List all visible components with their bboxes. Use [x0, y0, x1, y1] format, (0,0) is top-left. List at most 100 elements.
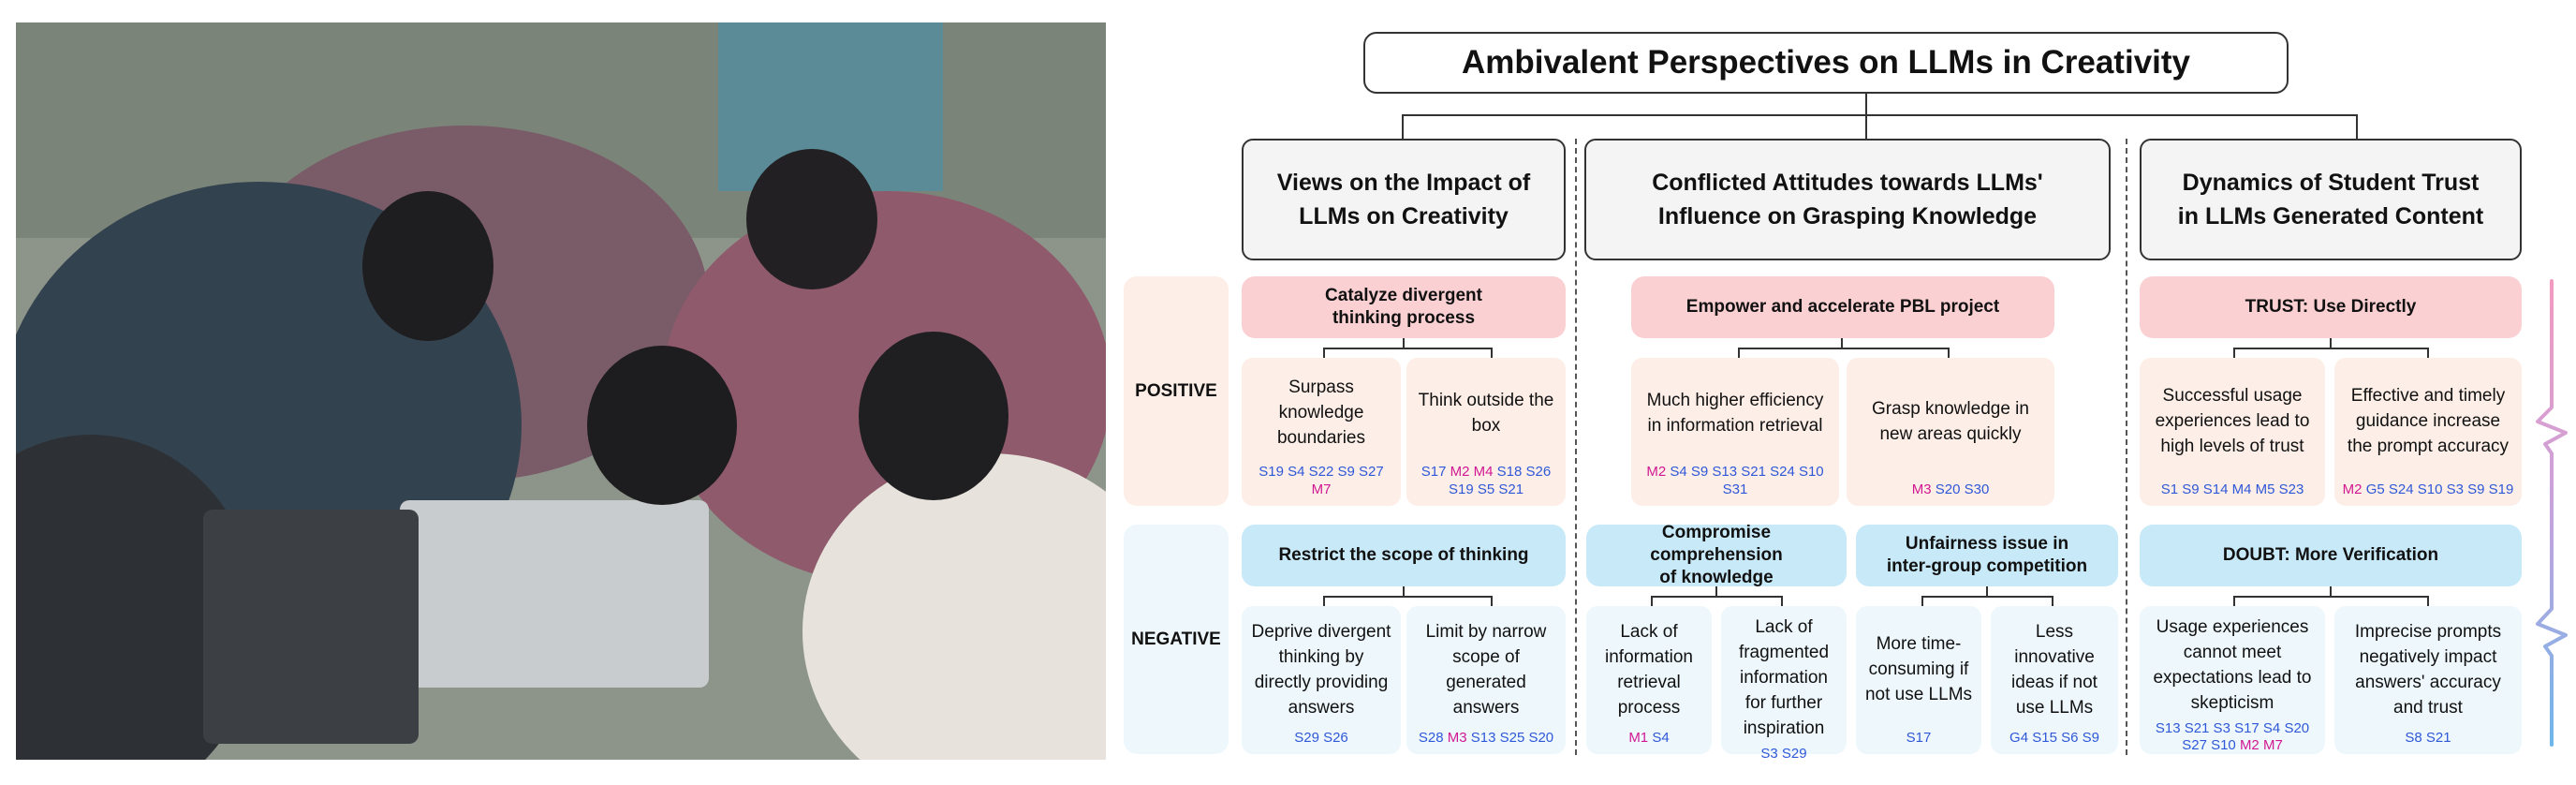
card-text: Lack of fragmented information for furth… — [1738, 617, 1830, 738]
connector — [1738, 348, 1950, 349]
connector — [1841, 338, 1843, 348]
participant-ids: G4 S15 S6 S9 — [2009, 730, 2099, 747]
connector — [1738, 348, 1740, 359]
card-c2n4: Less innovative ideas if not use LLMs G4 … — [1991, 606, 2118, 754]
student-id: G5 S24 S10 S3 S9 S19 — [2365, 481, 2514, 497]
card-c1n1: Deprive divergent thinking by directly p… — [1242, 606, 1401, 754]
sentiment-gradient-squiggle — [2536, 279, 2568, 747]
theme-label: Compromise comprehension — [1650, 523, 1783, 566]
connector — [1865, 94, 1867, 115]
card-text: Less innovative ideas if not use LLMs — [2011, 621, 2098, 718]
theme-unfairness-issue: Unfairness issue in inter-group competiti… — [1856, 525, 2118, 586]
card-c3n2: Imprecise prompts negatively impact answ… — [2334, 606, 2522, 754]
connector — [1921, 596, 2053, 598]
card-c1p1: Surpass knowledge boundaries S19 S4 S22 S… — [1242, 358, 1401, 506]
theme-label: Catalyze divergent — [1325, 286, 1482, 306]
theme-label: Unfairness issue in — [1905, 534, 2069, 555]
card-c3p2: Effective and timely guidance increase t… — [2334, 358, 2522, 506]
card-c2p2: Grasp knowledge in new areas quickly M3 S… — [1847, 358, 2054, 506]
theme-restrict-scope: Restrict the scope of thinking — [1242, 525, 1566, 586]
connector — [2427, 348, 2429, 359]
category-impact-on-creativity: Views on the Impact of LLMs on Creativity — [1242, 139, 1566, 260]
participant-ids: S29 S26 — [1294, 730, 1348, 747]
connector — [1402, 114, 2357, 116]
mentor-id: M2 M7 — [2239, 737, 2283, 754]
theme-keyword: DOUBT — [2222, 545, 2285, 566]
connector — [2052, 596, 2053, 607]
card-text: Surpass knowledge boundaries — [1276, 378, 1366, 449]
connector — [2233, 596, 2428, 598]
theme-label: inter-group competition — [1886, 556, 2088, 576]
connector — [2356, 114, 2358, 140]
theme-compromise-comprehension: Compromise comprehension of knowledge — [1586, 523, 1847, 587]
connector — [1323, 348, 1325, 359]
card-c2n3: More time-consuming if not use LLMs S17 — [1856, 606, 1981, 754]
card-text: Grasp knowledge in new areas quickly — [1872, 398, 2029, 444]
connector — [2330, 338, 2332, 348]
participant-ids: S28 M3 S13 S25 S20 — [1419, 730, 1553, 747]
theme-label: thinking process — [1332, 308, 1476, 328]
column-separator — [1575, 139, 1577, 755]
card-text: Much higher efficiency in information re… — [1646, 390, 1824, 436]
card-c1p2: Think outside the box S17 M2 M4 S18 S26 S… — [1406, 358, 1566, 506]
participant-ids: M1 S4 — [1628, 730, 1669, 747]
connector — [2427, 596, 2429, 607]
mentor-id: M3 — [1911, 481, 1932, 497]
theme-empower-pbl: Empower and accelerate PBL project — [1631, 276, 2054, 338]
card-c1n2: Limit by narrow scope of generated answe… — [1406, 606, 1566, 754]
connector — [1715, 586, 1717, 597]
card-text: Limit by narrow scope of generated answe… — [1425, 621, 1547, 718]
connector — [1921, 596, 1923, 607]
connector — [1402, 114, 1404, 140]
connector — [1491, 348, 1493, 359]
card-text: More time-consuming if not use LLMs — [1864, 634, 1973, 705]
card-c3p1: Successful usage experiences lead to hig… — [2140, 358, 2325, 506]
card-text: Imprecise prompts negatively impact answ… — [2354, 621, 2502, 718]
diagram-title: Ambivalent Perspectives on LLMs in Creat… — [1363, 32, 2289, 94]
card-c3n1: Usage experiences cannot meet expectatio… — [2140, 606, 2325, 754]
student-id: S4 S9 S13 S21 S24 S10 S31 — [1670, 464, 1824, 497]
student-id: S13 S25 S20 — [1470, 729, 1554, 746]
connector — [1323, 596, 1325, 607]
participant-ids: S3 S29 — [1760, 746, 1806, 763]
student-id: S17 — [1906, 729, 1932, 746]
connector — [1323, 348, 1492, 349]
card-text: Effective and timely guidance increase t… — [2347, 386, 2510, 457]
student-id: S18 S26 S19 S5 S21 — [1448, 464, 1552, 497]
connector — [2233, 348, 2428, 349]
category-label: Influence on Grasping Knowledge — [1657, 203, 2038, 230]
connector — [1403, 586, 1405, 597]
mentor-id: M3 — [1447, 729, 1467, 746]
theme-label: : More Verification — [2284, 545, 2439, 566]
connector — [1651, 596, 1782, 598]
participant-ids: S13 S21 S3 S17 S4 S20 S27 S10 M2 M7 — [2147, 720, 2318, 755]
participant-ids: M2 S4 S9 S13 S21 S24 S10 S31 — [1639, 464, 1832, 498]
participant-ids: S1 S9 S14 M4 M5 S23 — [2161, 481, 2304, 498]
connector — [2233, 596, 2235, 607]
card-text: Think outside the box — [1418, 390, 1554, 436]
theme-keyword: TRUST — [2245, 297, 2303, 318]
connector — [1403, 338, 1405, 348]
student-id: S8 S21 — [2405, 729, 2451, 746]
connector — [1323, 596, 1492, 598]
column-separator — [2126, 139, 2127, 755]
classroom-photo — [16, 22, 1106, 760]
student-id: S1 S9 S14 M4 M5 S23 — [2160, 481, 2304, 497]
theme-catalyze-divergent: Catalyze divergent thinking process — [1242, 276, 1566, 338]
category-label: Views on the Impact of — [1276, 169, 1531, 196]
mentor-id: M2 — [1646, 464, 1667, 481]
student-id: G4 S15 S6 S9 — [2009, 729, 2099, 746]
theme-label: of knowledge — [1659, 567, 1774, 587]
card-c2p1: Much higher efficiency in information re… — [1631, 358, 1839, 506]
participant-ids: S19 S4 S22 S9 S27 M7 — [1249, 464, 1393, 498]
connector — [2233, 348, 2235, 359]
participant-ids: S17 — [1906, 730, 1932, 747]
mentor-id: M2 — [2342, 481, 2363, 497]
student-id: S29 S26 — [1294, 729, 1348, 746]
category-label: LLMs on Creativity — [1299, 203, 1509, 230]
connector — [1948, 348, 1950, 359]
participant-ids: S17 M2 M4 S18 S26 S19 S5 S21 — [1414, 464, 1558, 498]
student-id: S3 S29 — [1760, 745, 1807, 762]
theme-label: : Use Directly — [2302, 297, 2417, 318]
card-text: Successful usage experiences lead to hig… — [2155, 386, 2310, 457]
